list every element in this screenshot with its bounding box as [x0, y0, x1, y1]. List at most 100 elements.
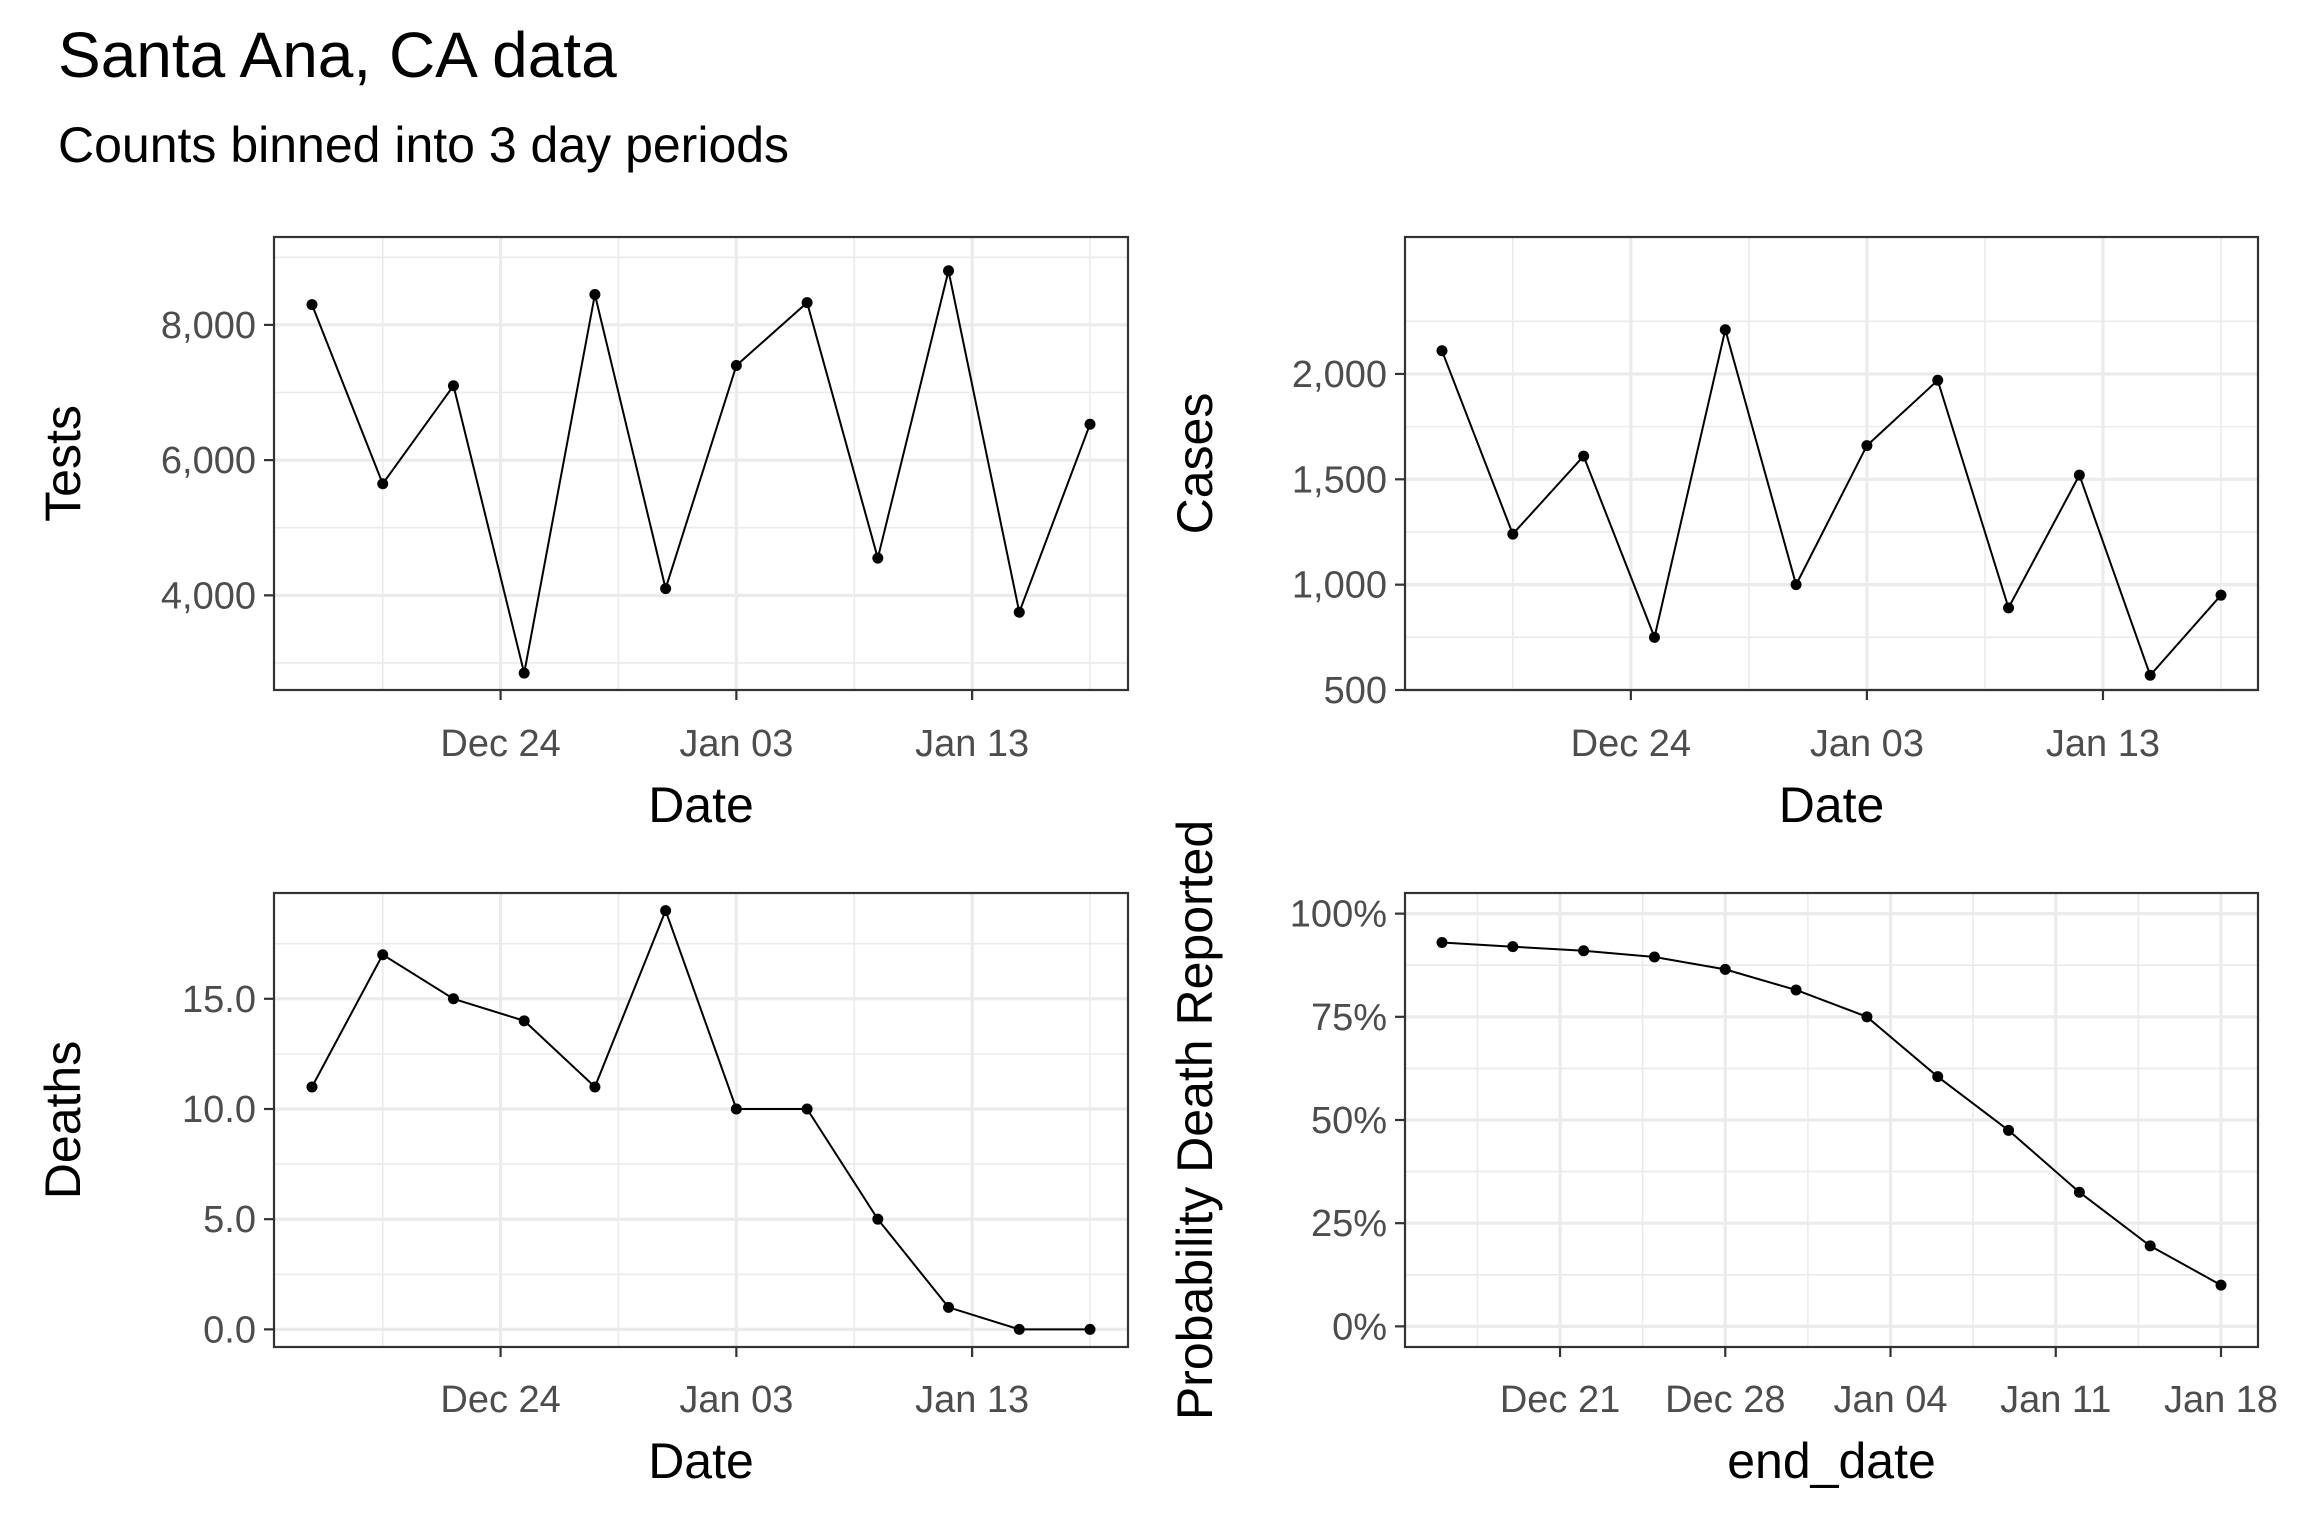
x-tick-label: Dec 21 — [1500, 1379, 1620, 1421]
data-point — [1861, 1011, 1873, 1023]
x-tick-label: Dec 28 — [1665, 1379, 1785, 1421]
chart-panel-4: 0% 25% 50% 75% 100% Dec 21 Dec 28 Jan 04 Jan 11 J… — [1167, 820, 2278, 1489]
y-tick-label: 6,000 — [161, 440, 256, 482]
data-point — [801, 297, 813, 309]
x-axis-title: end_date — [1727, 1433, 1936, 1489]
panel-background — [274, 237, 1128, 690]
y-tick-label: 1,500 — [1292, 459, 1387, 501]
y-tick-label: 0% — [1332, 1306, 1387, 1348]
data-point — [2073, 469, 2085, 481]
data-point — [447, 993, 459, 1005]
data-point — [943, 1301, 955, 1313]
data-point — [447, 380, 459, 392]
data-point — [518, 667, 530, 679]
data-point — [801, 1103, 813, 1115]
series-line — [311, 907, 1090, 1331]
y-tick-label: 1,000 — [1292, 565, 1387, 607]
y-tick-label: 4,000 — [161, 575, 256, 617]
data-point — [1719, 963, 1731, 975]
y-tick-label: 0.0 — [203, 1309, 256, 1351]
data-point — [2144, 1240, 2156, 1252]
data-point — [306, 299, 318, 311]
data-point — [1507, 941, 1519, 953]
data-point — [1436, 345, 1448, 357]
x-axis-title: Date — [1779, 777, 1885, 833]
series-line — [1441, 941, 2222, 1286]
data-point — [589, 1081, 601, 1093]
x-tick-label: Jan 18 — [2164, 1379, 2278, 1421]
y-tick-label: 5.0 — [203, 1199, 256, 1241]
data-point — [730, 1103, 742, 1115]
x-tick-label: Jan 13 — [2046, 723, 2160, 765]
data-point — [2215, 589, 2227, 601]
data-point — [1084, 418, 1096, 430]
x-tick-label: Jan 04 — [1833, 1379, 1947, 1421]
panel-border — [272, 891, 1130, 1349]
data-point — [377, 949, 389, 961]
x-axis-title: Date — [648, 777, 754, 833]
data-point — [1013, 1323, 1025, 1335]
y-tick-label: 100% — [1290, 894, 1387, 936]
data-point — [943, 265, 955, 277]
data-point — [730, 359, 742, 371]
data-point — [1932, 374, 1944, 386]
data-point — [2003, 1124, 2015, 1136]
x-tick-label: Jan 03 — [679, 723, 793, 765]
data-point — [1790, 579, 1802, 591]
data-point — [1790, 984, 1802, 996]
page-subtitle: Counts binned into 3 day periods — [58, 117, 790, 173]
data-point — [1648, 951, 1660, 963]
x-tick-label: Dec 24 — [440, 1379, 560, 1421]
data-point — [660, 583, 672, 595]
y-axis-title: Tests — [35, 405, 91, 522]
chart-panel-1: 4,000 6,000 8,000 Dec 24 Jan 03 Jan 13 Date Tes… — [35, 235, 1130, 833]
data-point — [1578, 945, 1590, 957]
data-point — [660, 905, 672, 917]
data-point — [306, 1081, 318, 1093]
x-tick-label: Jan 03 — [679, 1379, 793, 1421]
y-tick-label: 25% — [1311, 1203, 1387, 1245]
y-tick-label: 15.0 — [182, 979, 256, 1021]
x-tick-label: Jan 13 — [915, 723, 1029, 765]
data-point — [1861, 440, 1873, 452]
page-title: Santa Ana, CA data — [58, 19, 617, 91]
x-tick-label: Jan 13 — [915, 1379, 1029, 1421]
data-point — [589, 288, 601, 300]
data-point — [872, 1213, 884, 1225]
y-axis-title: Deaths — [35, 1041, 91, 1199]
x-tick-label: Jan 03 — [1810, 723, 1924, 765]
y-tick-label: 10.0 — [182, 1089, 256, 1131]
y-axis-title: Cases — [1167, 393, 1223, 535]
series-line — [1441, 329, 2222, 678]
data-point — [1648, 631, 1660, 643]
x-tick-label: Jan 11 — [2000, 1379, 2111, 1421]
data-point — [2215, 1279, 2227, 1291]
panel-border — [1403, 235, 2260, 692]
panel-background — [1405, 237, 2258, 690]
data-point — [1932, 1071, 1944, 1083]
data-point — [1436, 937, 1448, 949]
data-point — [2073, 1186, 2085, 1198]
data-point — [518, 1015, 530, 1027]
y-tick-label: 2,000 — [1292, 354, 1387, 396]
panel-background — [274, 893, 1128, 1347]
y-tick-label: 75% — [1311, 997, 1387, 1039]
x-axis-title: Date — [648, 1433, 754, 1489]
data-point — [2003, 602, 2015, 614]
series-line — [311, 270, 1091, 674]
panel-border — [272, 235, 1130, 692]
data-point — [2144, 669, 2156, 681]
chart-panel-2: 500 1,000 1,500 2,000 Dec 24 Jan 03 Jan 13 Date… — [1167, 235, 2260, 833]
y-axis-title: Probability Death Reported — [1167, 820, 1223, 1420]
data-point — [872, 552, 884, 564]
data-point — [377, 478, 389, 490]
y-tick-label: 50% — [1311, 1100, 1387, 1142]
y-tick-label: 500 — [1324, 670, 1387, 712]
data-point — [1084, 1323, 1096, 1335]
y-tick-label: 8,000 — [161, 305, 256, 347]
data-point — [1013, 606, 1025, 618]
x-tick-label: Dec 24 — [440, 723, 560, 765]
data-point — [1507, 528, 1519, 540]
chart-panel-3: 0.0 5.0 10.0 15.0 Dec 24 Jan 03 Jan 13 Date Deat… — [35, 891, 1130, 1489]
